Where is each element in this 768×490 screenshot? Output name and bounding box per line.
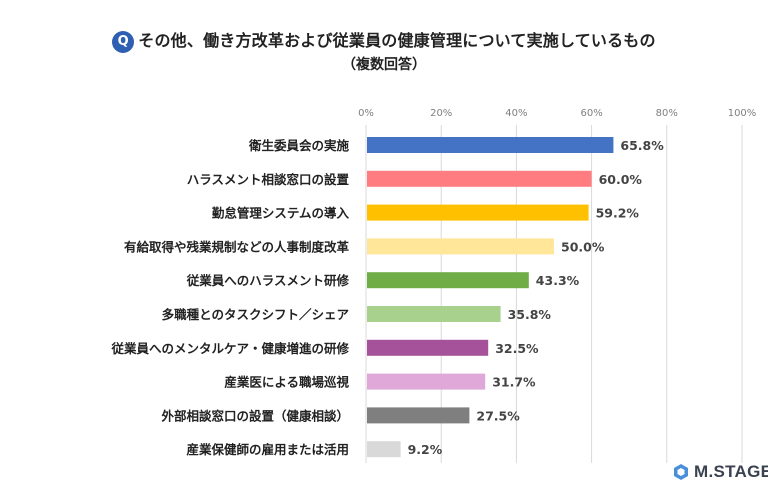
chart-title: Q その他、働き方改革および従業員の健康管理について実施しているもの [0,30,768,53]
data-label: 59.2% [596,206,640,221]
category-label: 衛生委員会の実施 [248,138,350,153]
data-label: 31.7% [492,375,536,390]
data-label: 9.2% [408,442,443,457]
bar [367,407,470,424]
x-tick-label: 100% [728,108,757,119]
category-label: 従業員へのメンタルケア・健康増進の研修 [110,341,349,356]
x-tick-label: 20% [430,108,452,119]
brand-logo: M.STAGE [672,462,768,482]
data-label: 32.5% [495,341,539,356]
hexagon-logo-icon [674,464,688,480]
brand-logo-text: M.STAGE [694,462,768,481]
bar [367,238,554,255]
category-label: 従業員へのハラスメント研修 [186,273,350,288]
bar [367,137,614,153]
chart-title-block: Q その他、働き方改革および従業員の健康管理について実施しているもの （複数回答） [0,30,768,75]
data-label: 50.0% [561,239,605,254]
category-label: 産業保健師の雇用または活用 [186,442,349,457]
data-label: 65.8% [620,138,664,153]
bar [367,306,501,322]
category-label: 多職種とのタスクシフト／シェア [162,307,349,322]
x-tick-label: 40% [505,108,527,119]
x-tick-label: 60% [580,108,602,119]
bar [367,373,486,390]
question-badge-icon: Q [112,30,135,53]
category-label: 勤怠管理システムの導入 [212,206,350,221]
bar [367,204,589,221]
x-tick-label: 0% [358,108,374,119]
bar [367,441,401,458]
data-label: 27.5% [476,408,520,423]
data-label: 60.0% [599,172,643,187]
data-label: 35.8% [508,307,552,322]
bar [367,170,592,187]
category-label: 有給取得や残業規制などの人事制度改革 [124,239,350,254]
category-label: 外部相談窓口の設置（健康相談） [160,408,349,423]
data-label: 43.3% [536,273,580,288]
bar [367,339,489,356]
chart-title-text: その他、働き方改革および従業員の健康管理について実施しているもの [138,31,656,50]
x-tick-label: 80% [656,108,678,119]
category-label: ハラスメント相談窓口の設置 [187,172,350,187]
chart-subtitle: （複数回答） [342,56,426,73]
category-label: 産業医による職場巡視 [224,375,349,390]
bar [367,272,529,289]
